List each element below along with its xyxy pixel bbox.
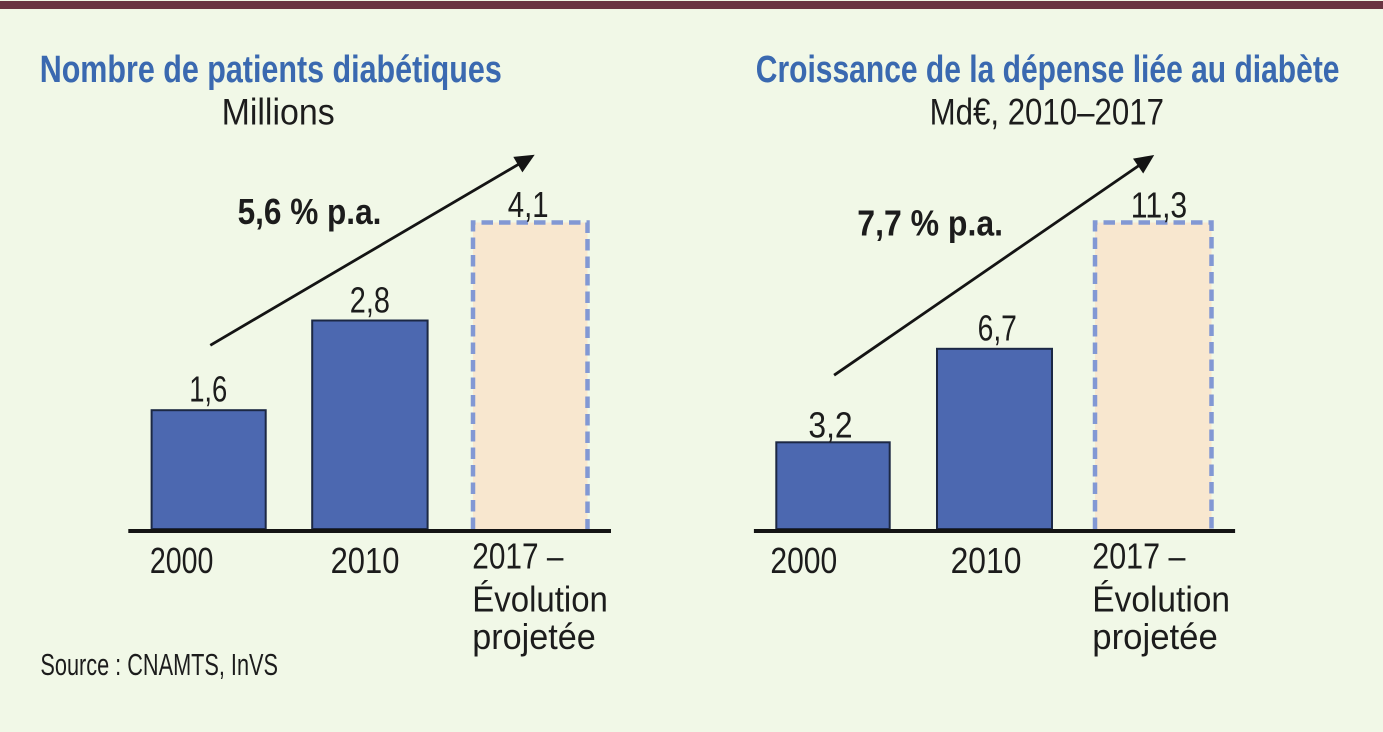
svg-text:2010: 2010	[331, 540, 400, 581]
svg-text:2000: 2000	[150, 540, 214, 581]
svg-text:2000: 2000	[770, 540, 837, 581]
svg-text:4,1: 4,1	[508, 184, 549, 225]
svg-text:2010: 2010	[951, 540, 1022, 581]
svg-text:Évolution: Évolution	[472, 579, 608, 620]
svg-text:projetée: projetée	[472, 616, 596, 657]
svg-text:11,3: 11,3	[1131, 185, 1187, 226]
svg-text:6,7: 6,7	[978, 308, 1017, 349]
svg-text:7,7 % p.a.: 7,7 % p.a.	[857, 203, 1003, 244]
svg-text:Source : CNAMTS, InVS: Source : CNAMTS, InVS	[40, 647, 278, 682]
svg-text:Nombre de patients diabétiques: Nombre de patients diabétiques	[40, 49, 502, 91]
svg-text:1,6: 1,6	[189, 369, 227, 410]
svg-text:projetée: projetée	[1092, 616, 1218, 657]
svg-text:2,8: 2,8	[350, 279, 390, 320]
svg-text:Md€, 2010–2017: Md€, 2010–2017	[930, 92, 1164, 133]
svg-text:Évolution: Évolution	[1092, 579, 1230, 620]
svg-text:3,2: 3,2	[808, 404, 852, 445]
svg-text:2017 –: 2017 –	[472, 536, 563, 577]
svg-text:2017 –: 2017 –	[1092, 536, 1185, 577]
svg-text:Croissance de la dépense liée: Croissance de la dépense liée au diabète	[756, 49, 1340, 91]
svg-text:5,6 % p.a.: 5,6 % p.a.	[238, 191, 382, 232]
svg-text:Millions: Millions	[222, 92, 335, 133]
